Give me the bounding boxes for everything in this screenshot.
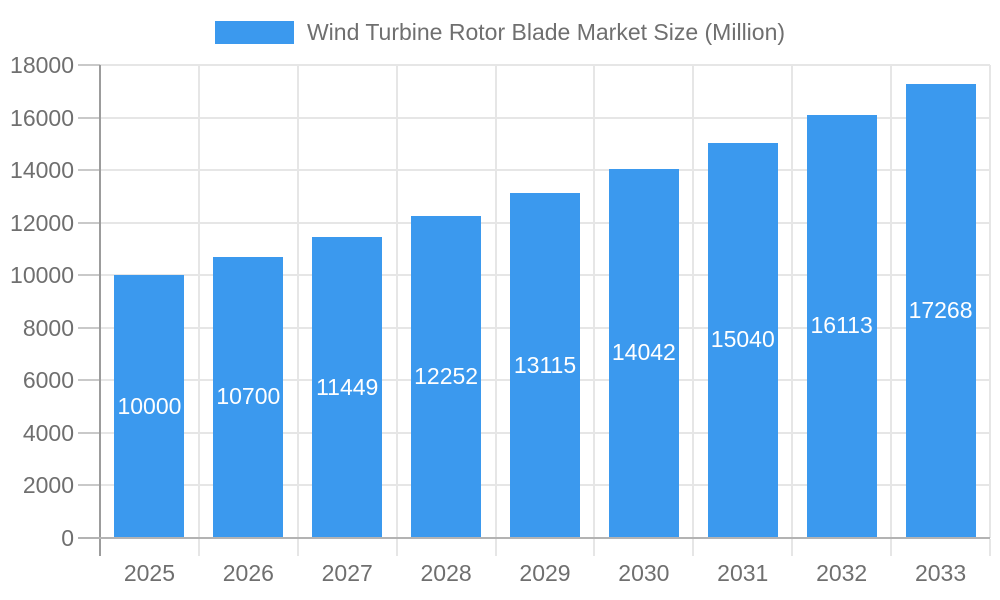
v-gridline [692,65,695,538]
legend[interactable]: Wind Turbine Rotor Blade Market Size (Mi… [0,19,1000,45]
y-axis-label: 18000 [10,52,74,78]
x-axis-tick [197,539,200,556]
bar-value-label: 11449 [316,373,379,400]
bar-value-label: 16113 [810,312,873,339]
x-axis-line [78,537,990,539]
y-axis-label: 10000 [10,262,74,289]
h-gridline [100,116,990,119]
y-axis-label: 8000 [22,314,74,341]
legend-swatch [214,20,294,44]
y-axis-line [99,65,101,556]
bar[interactable]: 15040 [707,142,778,537]
bar[interactable]: 16113 [806,114,877,537]
v-gridline [791,65,794,538]
y-axis-label: 12000 [10,209,74,236]
bar[interactable]: 10000 [114,275,185,537]
bar-value-label: 17268 [908,297,973,324]
y-axis-tick [78,431,100,434]
x-axis-label: 2033 [914,560,967,586]
x-axis-tick [890,539,893,556]
y-axis-tick [78,64,100,66]
bar-value-label: 12252 [414,363,479,389]
y-axis-label: 14000 [10,157,74,184]
y-axis-tick [78,379,100,382]
v-gridline [989,65,991,538]
x-axis-tick [989,539,991,556]
bar[interactable]: 17268 [905,84,976,537]
v-gridline [296,65,299,538]
bar[interactable]: 14042 [608,169,679,537]
bar[interactable]: 11449 [312,237,383,537]
x-axis-tick [593,539,596,556]
h-gridline [100,169,990,172]
bar-value-label: 15040 [710,326,775,353]
x-axis-tick [692,539,695,556]
y-axis-label: 16000 [10,104,74,131]
v-gridline [494,65,497,538]
y-axis-tick [78,274,100,277]
x-axis-label: 2029 [519,560,571,586]
y-axis-tick [78,221,100,224]
y-axis-label: 0 [61,525,74,551]
x-axis-tick [494,539,497,556]
bar[interactable]: 12252 [411,216,482,537]
bar-value-label: 10000 [117,392,182,419]
bar-value-label: 10700 [216,383,281,410]
x-axis-label: 2028 [420,560,472,586]
y-axis-label: 2000 [22,472,74,499]
y-axis-tick [78,116,100,119]
x-axis-tick [791,539,794,556]
v-gridline [890,65,893,538]
x-axis-label: 2026 [222,560,274,586]
y-axis-tick [78,484,100,487]
bar[interactable]: 10700 [213,256,284,537]
x-axis-label: 2030 [618,560,670,586]
y-axis-tick [78,169,100,172]
x-axis-tick [395,539,398,556]
y-axis-label: 6000 [22,367,74,394]
bar[interactable]: 13115 [510,193,580,537]
x-axis-label: 2031 [717,560,769,586]
y-axis-tick [78,326,100,329]
x-axis-tick [296,539,299,556]
h-gridline [100,64,990,66]
bar-value-label: 14042 [611,339,676,366]
x-axis-label: 2025 [123,560,176,586]
y-axis-label: 4000 [22,419,74,446]
x-axis-label: 2027 [321,560,373,586]
v-gridline [197,65,200,538]
bar-value-label: 13115 [513,351,577,378]
x-axis-label: 2032 [816,560,868,586]
legend-label: Wind Turbine Rotor Blade Market Size (Mi… [306,18,786,45]
v-gridline [593,65,596,538]
v-gridline [395,65,398,538]
